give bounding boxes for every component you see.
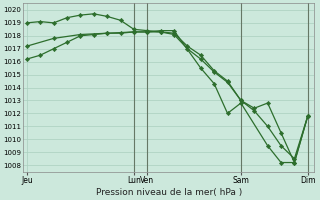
X-axis label: Pression niveau de la mer( hPa ): Pression niveau de la mer( hPa ) bbox=[96, 188, 242, 197]
